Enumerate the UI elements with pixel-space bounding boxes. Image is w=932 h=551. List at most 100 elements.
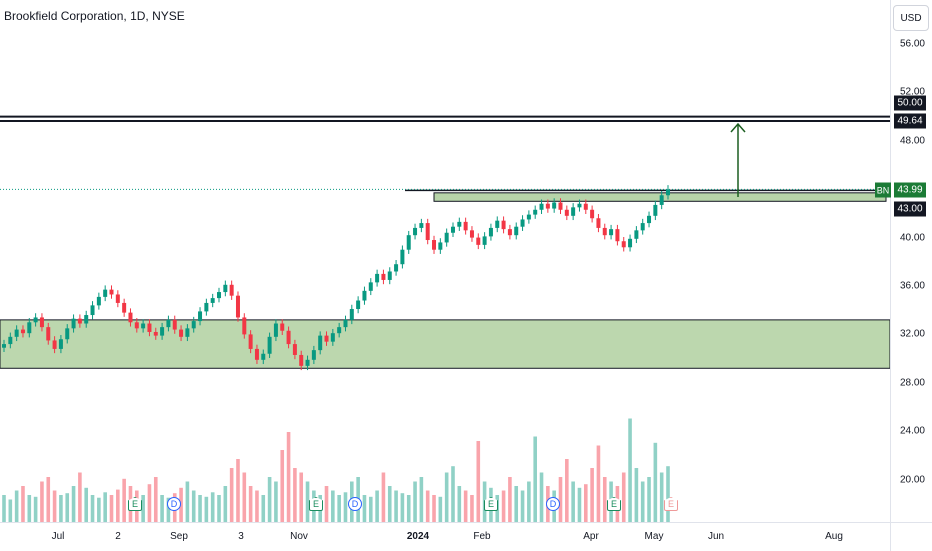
candle-body <box>501 220 506 230</box>
candle-body <box>653 204 658 216</box>
volume-bar <box>438 496 443 522</box>
candle-body <box>394 264 399 272</box>
candle-body <box>39 317 44 328</box>
volume-bar <box>602 477 607 522</box>
volume-bar <box>425 490 430 522</box>
volume-bar <box>267 477 272 522</box>
candle-body <box>583 203 588 210</box>
price-tick: 52.00 <box>899 86 925 98</box>
earnings-marker-icon[interactable]: E <box>309 497 323 511</box>
volume-bar <box>242 472 247 522</box>
candle-body <box>311 350 316 360</box>
volume-bar <box>160 495 164 522</box>
volume-bar <box>470 495 474 522</box>
time-tick: Aug <box>825 531 843 542</box>
candle-body <box>141 323 146 329</box>
volume-bar <box>533 436 537 522</box>
time-tick: Jun <box>707 531 725 542</box>
volume-bar <box>331 490 335 522</box>
candle-body <box>52 340 57 349</box>
volume-bar <box>463 490 468 522</box>
candle-body <box>362 290 367 301</box>
candle-body <box>432 240 437 250</box>
dividend-marker-icon[interactable]: D <box>348 497 362 511</box>
volume-bar <box>653 442 658 522</box>
volume-bar <box>640 481 645 522</box>
candle-body <box>77 318 82 324</box>
price-tick: 28.00 <box>899 377 925 389</box>
volume-bar <box>406 495 411 522</box>
candle-body <box>8 336 13 345</box>
price-tick: 20.00 <box>899 474 925 486</box>
candle-body <box>488 227 493 237</box>
candle-body <box>349 308 354 320</box>
currency-button[interactable]: USD <box>893 5 929 31</box>
candle-body <box>20 329 25 334</box>
earnings-marker-icon[interactable]: E <box>607 497 621 511</box>
volume-bar <box>381 472 386 522</box>
chart-pane[interactable]: Brookfield Corporation, 1D, NYSE <box>0 0 890 522</box>
volume-bar <box>109 495 114 522</box>
candle-body <box>526 214 531 220</box>
price-chart[interactable] <box>0 0 890 522</box>
candle-body <box>406 235 411 250</box>
volume-bar <box>40 481 44 522</box>
volume-bar <box>52 490 57 522</box>
candle-body <box>210 298 215 303</box>
candle-body <box>292 344 297 355</box>
dividend-marker-icon[interactable]: D <box>167 497 181 511</box>
time-tick: 2024 <box>406 531 430 542</box>
dividend-marker-icon[interactable]: D <box>546 497 560 511</box>
candle-body <box>666 189 670 196</box>
candle-body <box>539 203 544 210</box>
candle-body <box>166 319 171 328</box>
volume-bar <box>343 492 348 522</box>
candle-body <box>659 195 664 205</box>
volume-bar <box>514 486 519 522</box>
volume-bar <box>255 490 259 522</box>
time-axis[interactable]: Jul 2 Sep 3 Nov 2024 Feb Apr May Jun Aug <box>0 522 890 551</box>
candle-body <box>248 334 253 349</box>
candle-body <box>185 328 190 337</box>
volume-bar <box>539 472 544 522</box>
volume-bar <box>305 481 310 522</box>
earnings-marker-icon[interactable]: E <box>128 497 142 511</box>
time-tick: May <box>644 531 664 542</box>
candle-body <box>160 327 165 336</box>
volume-bar <box>78 472 82 522</box>
candle-body <box>482 236 487 245</box>
volume-bar <box>299 472 304 522</box>
volume-bar <box>280 450 285 522</box>
candle-body <box>647 215 652 224</box>
price-axis[interactable]: 56.00 52.00 48.00 40.00 36.00 32.00 28.00 24.00… <box>890 0 932 522</box>
volume-bar <box>21 486 25 522</box>
volume-bar <box>210 492 215 522</box>
volume-bar <box>229 468 234 522</box>
earnings-marker-icon[interactable]: E <box>484 497 498 511</box>
candle-body <box>615 229 620 242</box>
candle-body <box>425 223 430 241</box>
price-label-resistance-top: 50.00 <box>894 95 926 111</box>
volume-bar <box>324 486 329 522</box>
volume-bar <box>223 486 228 522</box>
volume-bar <box>508 477 512 522</box>
candle-body <box>381 273 386 280</box>
candle-body <box>621 241 626 248</box>
earnings-marker-icon[interactable]: E <box>664 497 678 511</box>
demand-zone <box>0 319 890 369</box>
volume-bar <box>8 499 13 522</box>
candle-body <box>223 284 228 293</box>
volume-bar <box>375 490 379 522</box>
volume-bar <box>217 495 221 522</box>
price-tick: 32.00 <box>899 328 925 340</box>
volume-bar <box>394 490 398 522</box>
candle-body <box>198 311 203 322</box>
volume-bar <box>71 486 76 522</box>
candle-body <box>634 230 639 239</box>
candle-body <box>172 319 177 330</box>
candle-body <box>476 237 481 245</box>
volume-bar <box>33 496 38 522</box>
candle-body <box>552 202 557 209</box>
price-tick: 24.00 <box>899 425 925 437</box>
candle-body <box>305 359 310 366</box>
